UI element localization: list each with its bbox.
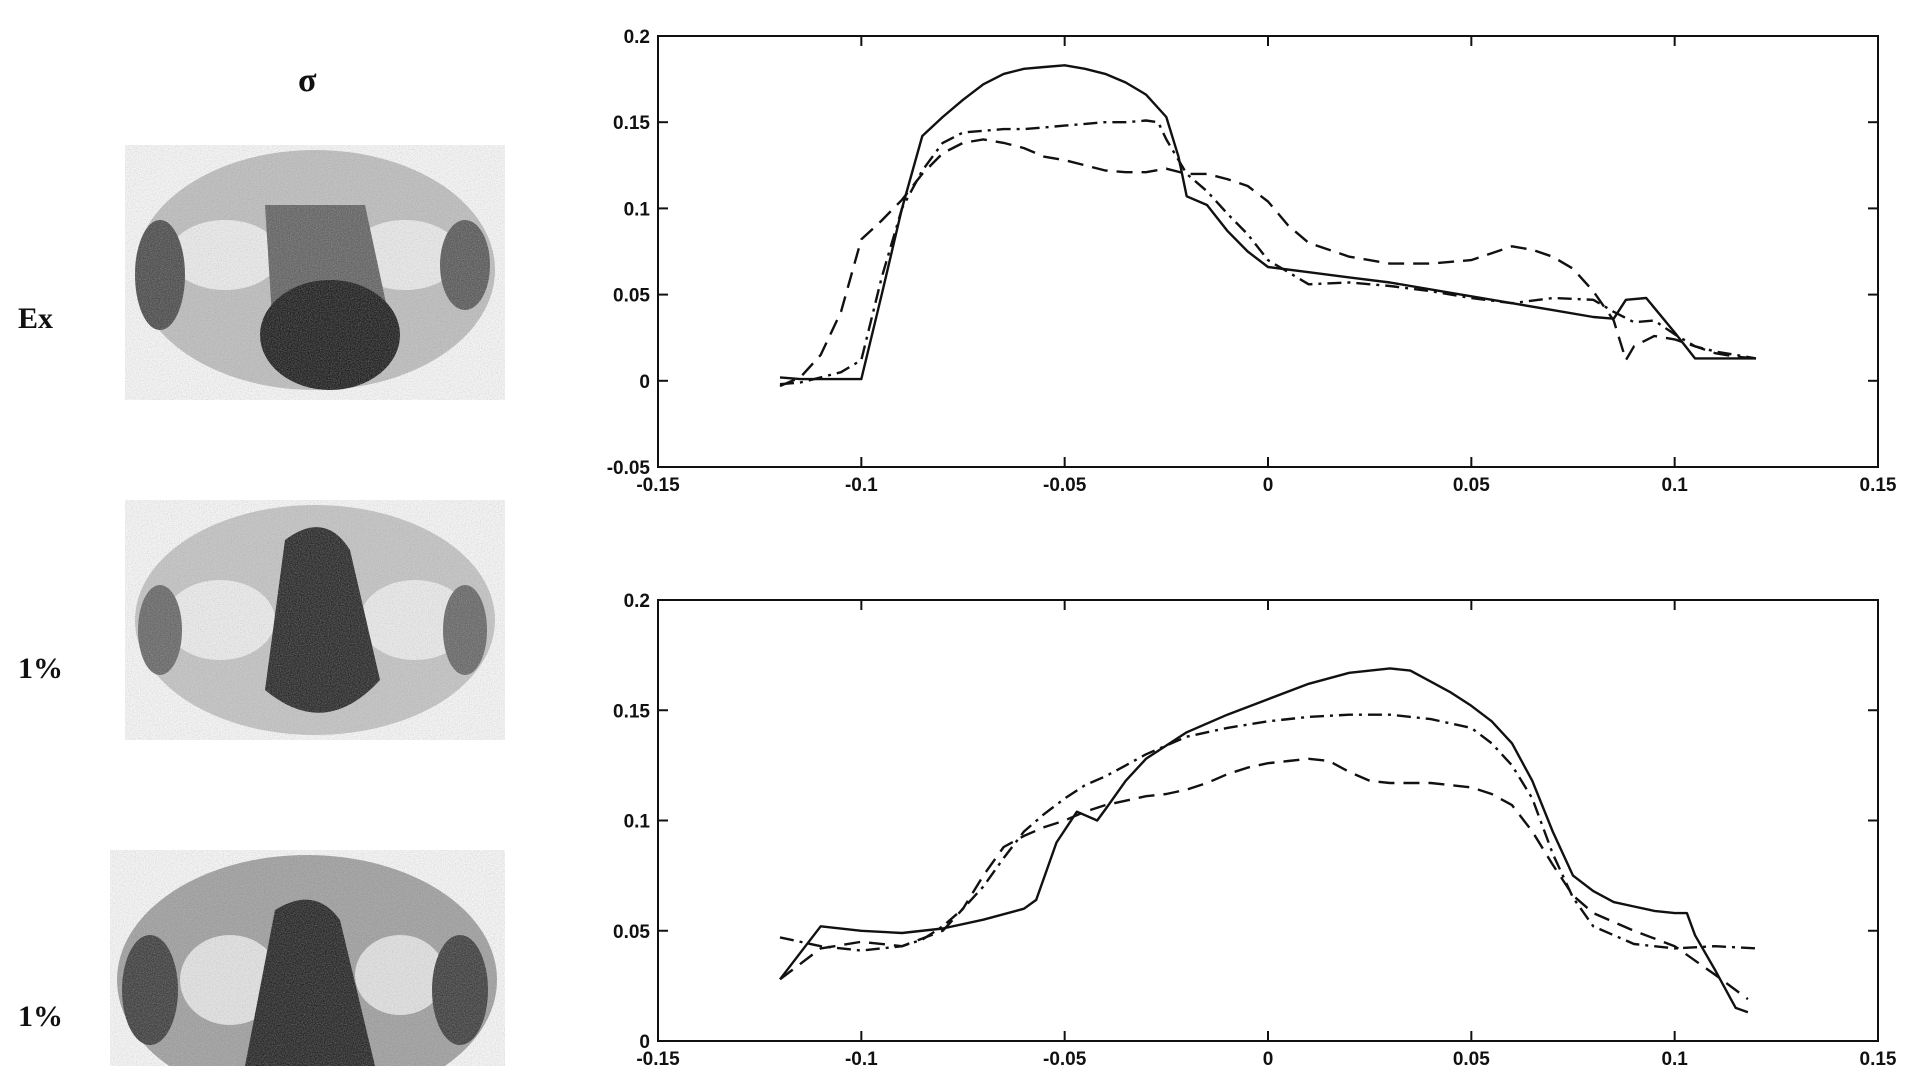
y-tick-label: 0.1 bbox=[624, 812, 651, 833]
x-tick-label: 0.15 bbox=[1860, 1049, 1897, 1066]
row-label-1pct-b: 1% bbox=[18, 1000, 63, 1033]
y-tick-label: 0.1 bbox=[624, 199, 651, 220]
series-line-dashed bbox=[779, 757, 1749, 1001]
y-tick-label: 0.15 bbox=[613, 113, 650, 134]
x-tick-label: -0.05 bbox=[1043, 1049, 1087, 1066]
x-tick-label: -0.1 bbox=[845, 475, 878, 496]
x-tick-label: -0.15 bbox=[636, 1049, 680, 1066]
x-tick-label: 0.05 bbox=[1453, 475, 1490, 496]
reconstruction-image-1pct-a bbox=[135, 505, 495, 735]
y-tick-label: 0.15 bbox=[613, 701, 650, 722]
x-tick-label: 0 bbox=[1263, 1049, 1274, 1066]
row-label-1pct-a: 1% bbox=[18, 652, 63, 685]
y-tick-label: -0.05 bbox=[607, 458, 651, 479]
plot-frame bbox=[657, 35, 1879, 468]
series-line-dashdot bbox=[779, 713, 1757, 952]
chart-top: -0.15 -0.1 -0.05 0 0.05 0.1 0.15 -0.05 0 0.05 0.1 0… bbox=[607, 27, 1897, 496]
y-tick-label: 0.05 bbox=[613, 286, 650, 307]
series-line-dashdot bbox=[779, 119, 1757, 386]
x-tick-label: 0.1 bbox=[1661, 475, 1688, 496]
y-tick-label: 0 bbox=[639, 372, 650, 393]
sigma-header: σ bbox=[298, 62, 317, 99]
x-tick-label: 0.1 bbox=[1661, 1049, 1688, 1066]
y-tick-label: 0.2 bbox=[624, 27, 650, 48]
reconstruction-image-ex bbox=[135, 150, 495, 390]
y-tick-label: 0.2 bbox=[624, 591, 650, 612]
y-tick-label: 0.05 bbox=[613, 922, 650, 943]
plot-frame bbox=[657, 599, 1879, 1042]
x-tick-label: -0.15 bbox=[636, 475, 680, 496]
x-tick-label: 0.15 bbox=[1860, 475, 1897, 496]
series-line-solid bbox=[779, 64, 1756, 381]
x-tick-label: -0.05 bbox=[1043, 475, 1087, 496]
x-tick-label: 0.05 bbox=[1453, 1049, 1490, 1066]
series-line-dashed bbox=[779, 138, 1757, 388]
x-tick-label: -0.1 bbox=[845, 1049, 878, 1066]
y-tick-label: 0 bbox=[639, 1032, 650, 1053]
reconstruction-image-1pct-b bbox=[117, 855, 497, 1066]
chart-bottom: -0.15 -0.1 -0.05 0 0.05 0.1 0.15 0 0.05 0.1 0.15 0.… bbox=[613, 591, 1897, 1066]
x-tick-label: 0 bbox=[1263, 475, 1274, 496]
series-line-solid bbox=[779, 667, 1749, 1014]
row-label-ex: Ex bbox=[18, 302, 54, 335]
